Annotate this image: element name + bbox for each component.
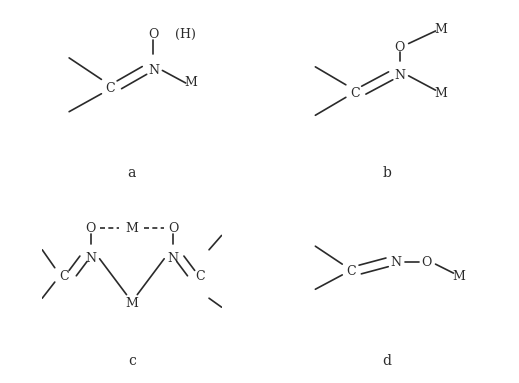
Text: C: C: [195, 270, 205, 283]
Text: O: O: [86, 222, 96, 235]
Text: c: c: [128, 354, 136, 368]
Text: N: N: [391, 256, 402, 269]
Text: C: C: [350, 87, 360, 100]
Text: N: N: [85, 252, 96, 265]
Text: N: N: [168, 252, 179, 265]
Text: M: M: [185, 77, 198, 90]
Text: N: N: [148, 64, 159, 77]
Text: d: d: [383, 354, 392, 368]
Text: M: M: [434, 87, 447, 100]
Text: b: b: [383, 166, 391, 180]
Text: M: M: [453, 270, 465, 283]
Text: M: M: [126, 222, 139, 235]
Text: M: M: [126, 297, 139, 310]
Text: C: C: [346, 265, 356, 278]
Text: O: O: [421, 256, 432, 269]
Text: O: O: [148, 28, 159, 41]
Text: O: O: [394, 41, 405, 54]
Text: (H): (H): [175, 28, 196, 41]
Text: N: N: [394, 69, 405, 82]
Text: M: M: [434, 23, 447, 36]
Text: a: a: [128, 166, 136, 180]
Text: C: C: [105, 82, 115, 95]
Text: O: O: [168, 222, 179, 235]
Text: C: C: [59, 270, 69, 283]
